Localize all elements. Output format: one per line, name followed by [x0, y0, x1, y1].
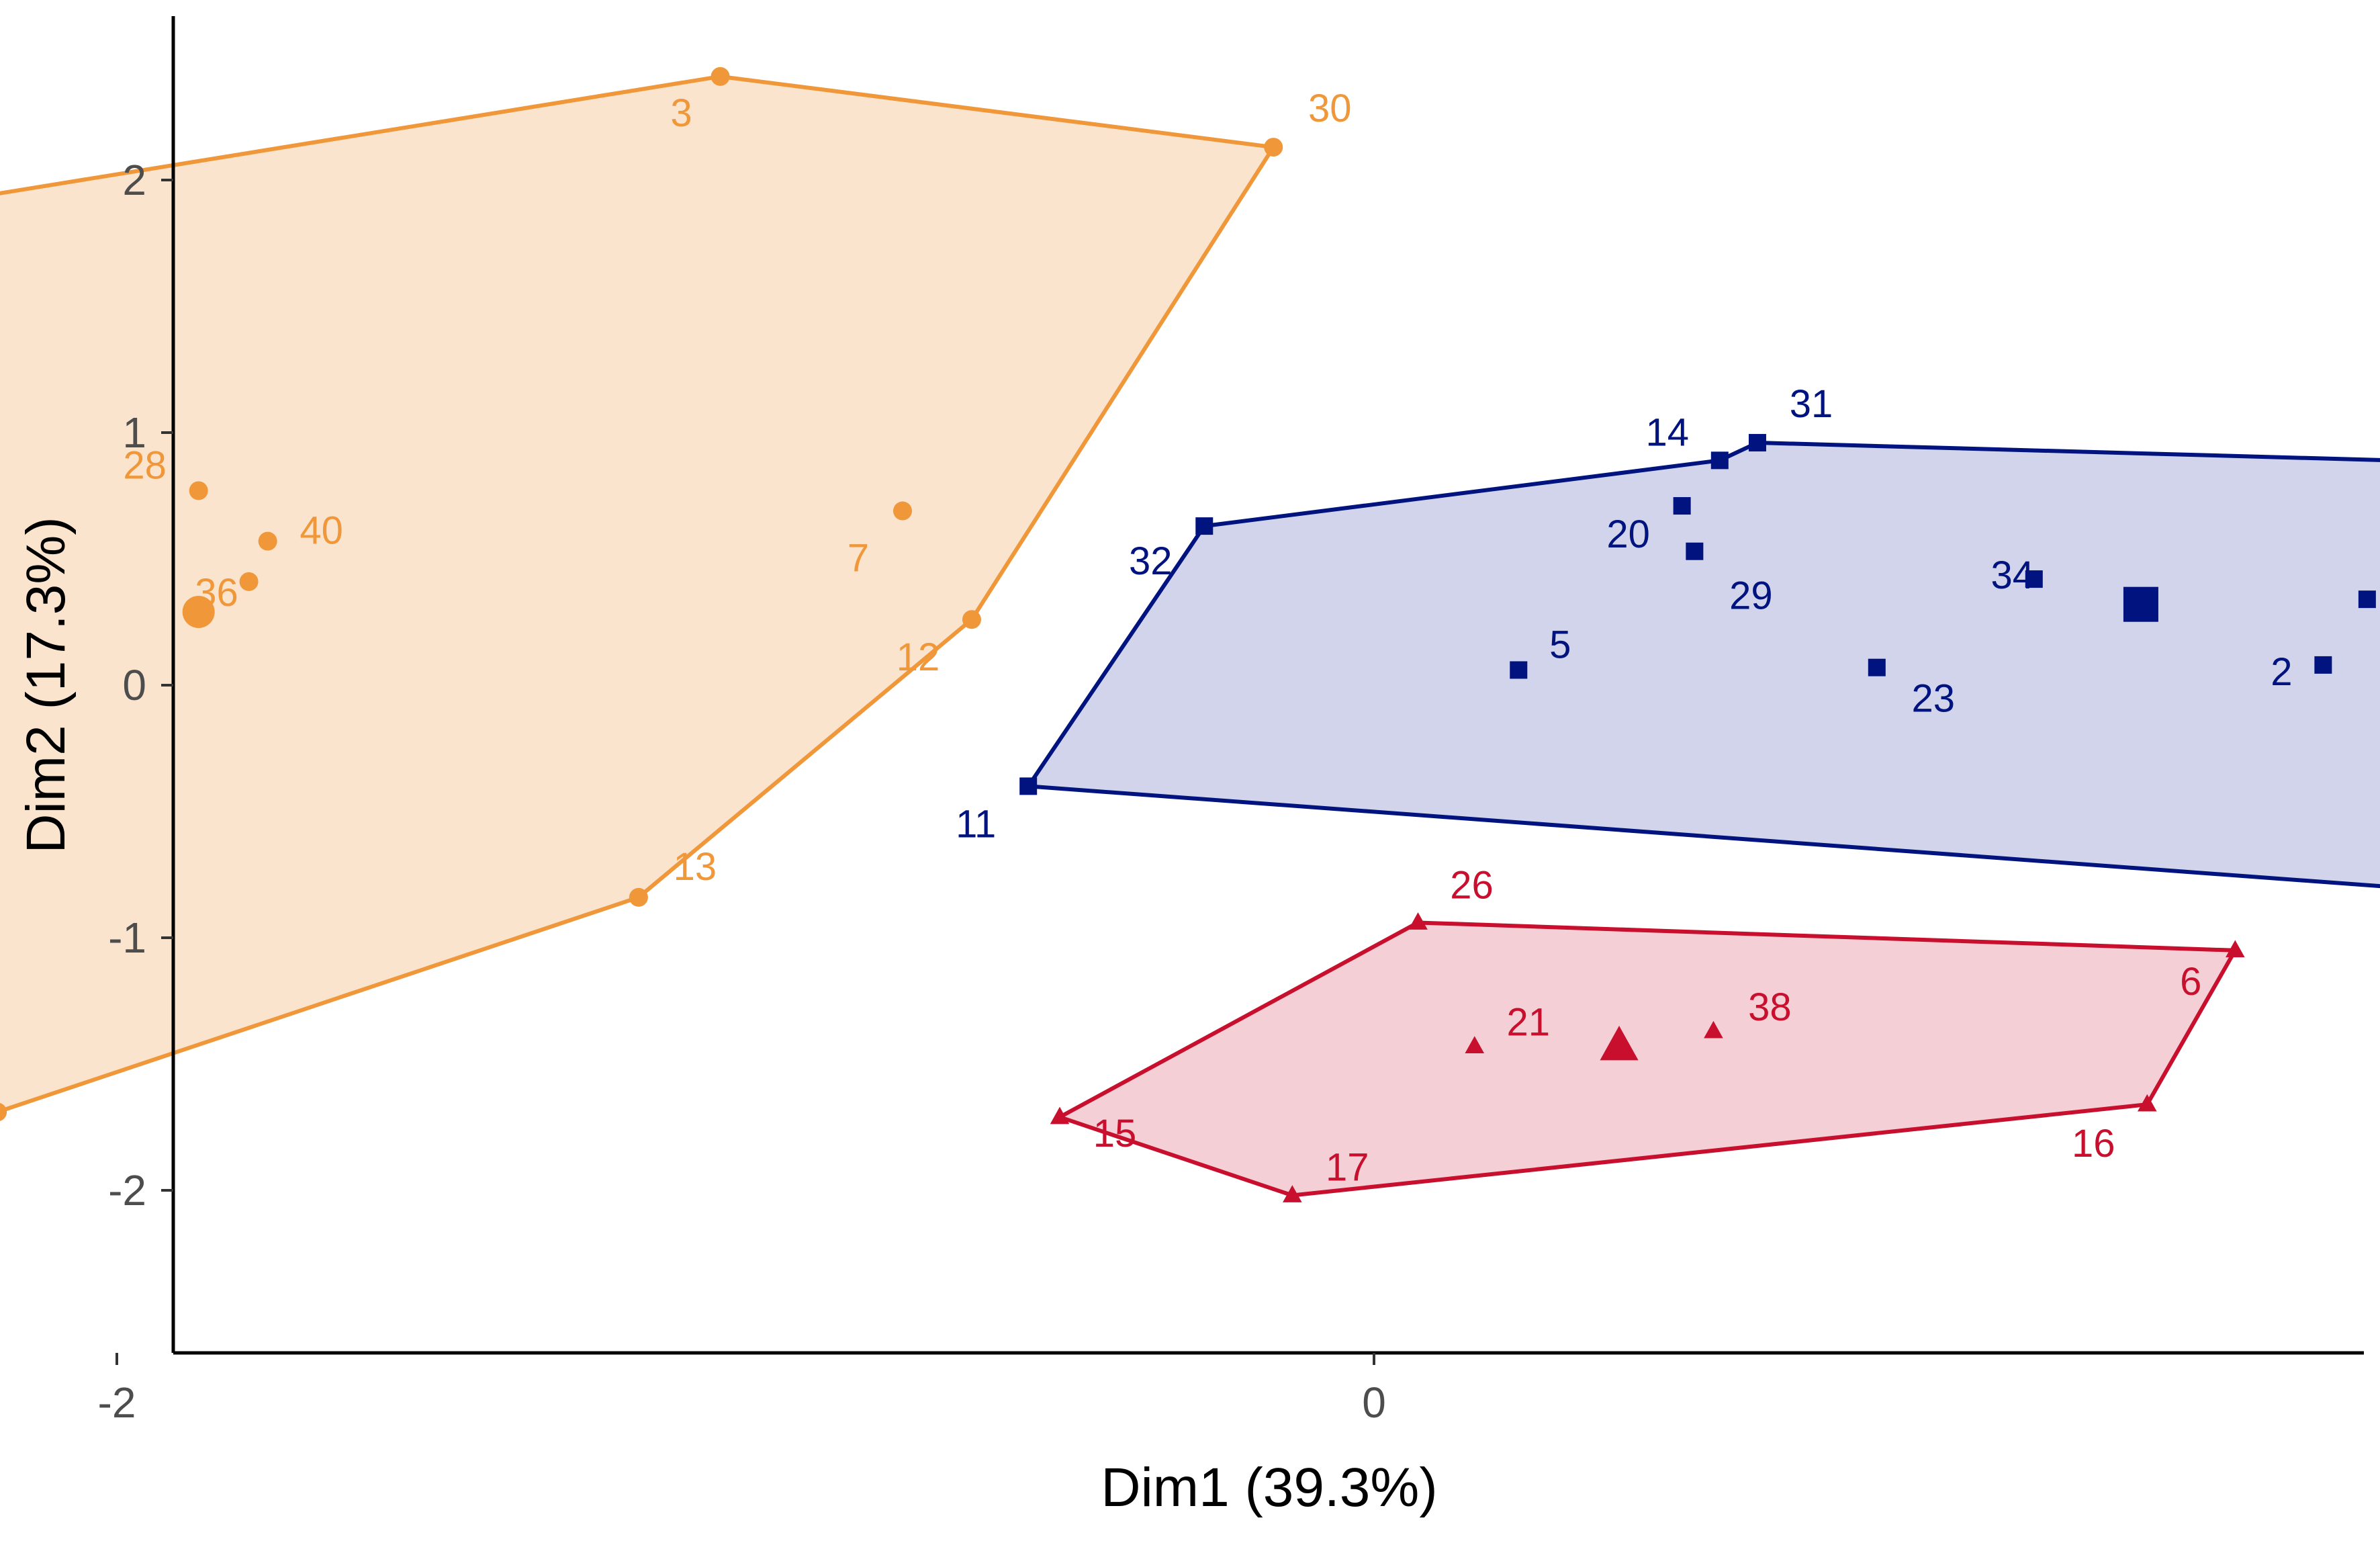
y-tick-label: 2 [122, 156, 146, 204]
cluster-2-label-5: 5 [1549, 623, 1571, 666]
cluster-centroids [182, 586, 2158, 1061]
cluster-3-label-15: 15 [1093, 1112, 1137, 1155]
cluster-1-point-12 [962, 610, 981, 629]
cluster-2-label-2: 2 [2271, 650, 2292, 694]
cluster-3-point-38 [1704, 1020, 1723, 1039]
cluster-1-label-28: 28 [123, 443, 167, 487]
cluster-3-label-26: 26 [1450, 863, 1494, 907]
cluster-1-point-30 [1264, 138, 1283, 157]
cluster-3-point-16 [2137, 1094, 2157, 1112]
cluster-3-label-17: 17 [1326, 1146, 1369, 1190]
cluster-2-point-31 [1748, 434, 1766, 452]
cluster-2-point-5 [1510, 661, 1528, 679]
cluster-1-point-18 [0, 1102, 7, 1121]
cluster-3-label-38: 38 [1748, 985, 1792, 1029]
cluster-3-point-17 [1283, 1185, 1302, 1202]
cluster-hulls [0, 74, 2380, 1198]
cluster-2-label-32: 32 [1129, 539, 1173, 583]
y-tick-label: 1 [122, 408, 146, 457]
cluster-2-point-2 [2314, 656, 2332, 674]
y-axis-title: Dim2 (17.3%) [15, 517, 77, 853]
cluster-2-point-20 [1673, 497, 1691, 515]
cluster-3-point-6 [2226, 940, 2245, 958]
y-tick-label: -1 [108, 914, 146, 962]
cluster-1-point-36 [239, 572, 259, 591]
cluster-1-label-12: 12 [897, 635, 940, 679]
cluster-1-label-40: 40 [300, 509, 343, 553]
cluster-2-point-23 [1868, 658, 1886, 676]
point-labels: 1373307121328403639331824113214312029523… [123, 87, 2292, 1190]
cluster-2-point-14 [1710, 451, 1729, 470]
cluster-3-label-16: 16 [2072, 1122, 2115, 1165]
cluster-1-label-13: 13 [674, 845, 717, 889]
cluster-1-point-28 [189, 481, 208, 500]
cluster-1-label-36: 36 [195, 571, 238, 615]
y-axis-ticks: -2 -1 0 1 2 [108, 156, 173, 1215]
cluster-3-point-15 [1050, 1106, 1070, 1124]
cluster-1-centroid [182, 595, 215, 628]
y-tick-label: 0 [122, 661, 146, 709]
y-tick-label: -2 [108, 1166, 146, 1215]
x-tick-label: 0 [1362, 1378, 1386, 1427]
cluster-2-label-23: 23 [1912, 677, 1956, 721]
cluster-2-point-29 [1686, 542, 1704, 560]
cluster-2-centroid [2123, 586, 2158, 622]
cluster-2-label-31: 31 [1790, 382, 1833, 426]
cluster-2-point-35 [2358, 590, 2376, 609]
x-axis-title: Dim1 (39.3%) [1101, 1457, 1437, 1518]
cluster-2-point-11 [1019, 777, 1038, 795]
cluster-1-point-13 [629, 887, 648, 907]
cluster-1-label-30: 30 [1308, 87, 1352, 130]
cluster-1-point-7 [893, 501, 912, 521]
cluster-3-centroid [1600, 1026, 1639, 1061]
cluster-2-label-20: 20 [1606, 513, 1650, 556]
cluster-2-label-29: 29 [1729, 574, 1773, 618]
data-points [0, 67, 2376, 1202]
x-axis-ticks: -202 [98, 1353, 1386, 1427]
cluster-1-point-3 [711, 67, 730, 86]
cluster-3-point-26 [1408, 912, 1428, 930]
x-tick-label: -2 [98, 1378, 136, 1427]
cluster-1-label-7: 7 [848, 537, 869, 580]
cluster-3-hull [1058, 920, 2238, 1198]
cluster-2-point-34 [2025, 570, 2043, 588]
cluster-3-label-6: 6 [2180, 960, 2201, 1004]
cluster-2-point-32 [1195, 517, 1214, 535]
cluster-2-hull [1026, 441, 2380, 889]
cluster-1-point-40 [258, 531, 277, 551]
cluster-1-label-3: 3 [670, 91, 692, 135]
cluster-2-label-14: 14 [1646, 410, 1690, 454]
cluster-3-label-21: 21 [1507, 1001, 1551, 1045]
cluster-2-label-11: 11 [956, 802, 996, 846]
cluster-2-label-34: 34 [1991, 554, 2035, 597]
cluster-3-point-21 [1465, 1036, 1485, 1054]
